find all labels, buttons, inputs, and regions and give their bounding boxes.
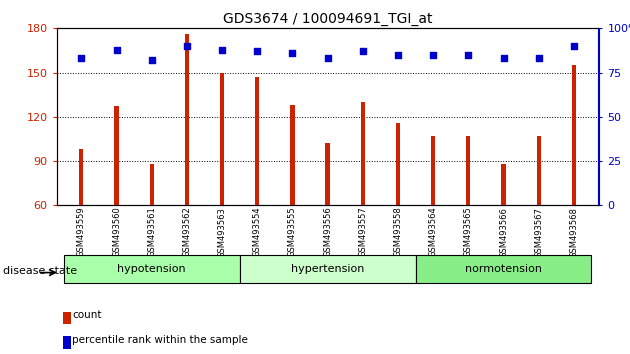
Bar <box>255 77 260 205</box>
Bar <box>466 136 471 205</box>
Point <box>358 48 368 54</box>
Bar <box>79 149 83 205</box>
Bar <box>326 143 329 205</box>
Point <box>323 56 333 61</box>
Text: disease state: disease state <box>3 266 77 276</box>
Point <box>569 43 579 49</box>
Text: normotension: normotension <box>465 264 542 274</box>
Point <box>76 56 86 61</box>
FancyBboxPatch shape <box>239 255 416 283</box>
Point <box>217 47 227 52</box>
Point <box>463 52 473 58</box>
Point <box>534 56 544 61</box>
Bar <box>537 136 541 205</box>
Point <box>252 48 262 54</box>
Bar <box>572 65 576 205</box>
Point <box>287 50 297 56</box>
Text: hypertension: hypertension <box>291 264 364 274</box>
Bar <box>501 164 506 205</box>
Text: percentile rank within the sample: percentile rank within the sample <box>72 335 248 345</box>
Bar <box>149 164 154 205</box>
Point <box>393 52 403 58</box>
Bar <box>220 73 224 205</box>
Text: hypotension: hypotension <box>117 264 186 274</box>
Point <box>147 57 157 63</box>
Point <box>428 52 438 58</box>
Bar <box>115 107 118 205</box>
Bar <box>290 105 295 205</box>
Text: count: count <box>72 310 102 320</box>
FancyBboxPatch shape <box>416 255 592 283</box>
Bar <box>360 102 365 205</box>
Bar <box>396 123 400 205</box>
Bar <box>185 34 189 205</box>
Title: GDS3674 / 100094691_TGI_at: GDS3674 / 100094691_TGI_at <box>223 12 432 26</box>
Point <box>498 56 508 61</box>
Bar <box>431 136 435 205</box>
Point <box>112 47 122 52</box>
Point <box>182 43 192 49</box>
FancyBboxPatch shape <box>64 255 239 283</box>
